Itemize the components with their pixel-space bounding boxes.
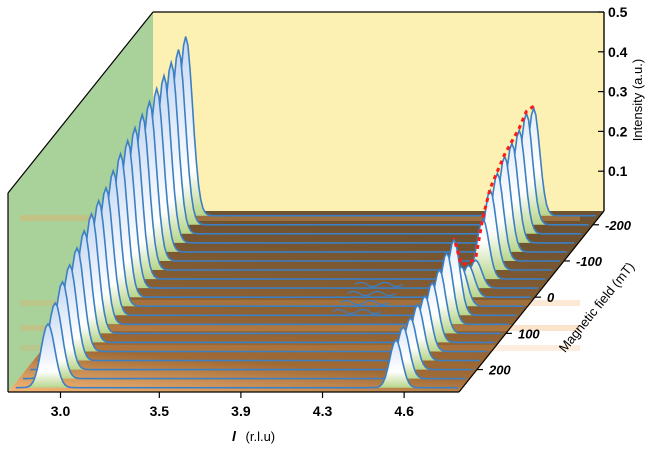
series-fill [131,75,575,243]
series-fill [59,214,502,334]
floor-band [20,325,580,331]
ripple-line [354,281,404,288]
series-fill [30,282,473,370]
series-line [15,322,459,389]
series-fill [117,101,560,261]
peak-trend-line [452,105,535,267]
series-fill [102,127,546,280]
series-fill [66,200,509,325]
series-fill [88,153,531,298]
l-axis: 3.0 3.5 3.9 4.3 4.6 [51,392,414,419]
series-fill [23,303,466,379]
floor-band [20,300,580,306]
ripple-line [339,299,389,306]
intensity-tick-label: 0.3 [608,84,628,100]
intensity-axis: 0.1 0.2 0.3 0.4 0.5 [598,4,628,211]
intensity-tick-label: 0.4 [608,44,628,60]
l-tick-label: 3.9 [231,403,251,419]
field-axis-label: Magnetic field (mT) [556,259,638,355]
center-ripples [332,281,404,315]
side-wall [8,12,153,392]
floor-bands [20,215,580,351]
series-fill [153,36,596,216]
series-fill [52,231,495,343]
series-fill [44,248,488,352]
series-fill [139,62,582,234]
l-axis-symbol: l [232,428,237,444]
back-wall [153,12,604,211]
l-axis-label: l (r.l.u) [232,428,275,444]
field-tick-label: 200 [488,363,511,378]
l-tick-label: 4.3 [313,403,333,419]
field-tick-label: 0 [547,290,555,305]
field-tick-label: 100 [518,326,540,341]
series-fill [110,114,553,270]
l-tick-label: 4.6 [394,403,414,419]
series-fill [37,265,480,361]
waterfall-curves [15,36,596,389]
intensity-axis-label: Intensity (a.u.) [630,59,645,141]
series-fill [146,49,589,225]
field-tick-label: -100 [576,254,603,269]
l-axis-unit: (r.l.u) [246,429,276,444]
intensity-tick-label: 0.1 [608,163,628,179]
ripple-line [347,290,396,297]
intensity-tick-label: 0.5 [608,4,628,20]
field-tick-label: -200 [605,218,632,233]
field-axis: -200 -100 0 100 200 [476,218,632,378]
series-fill [81,170,524,307]
floor-band [20,215,580,221]
ripple-line [332,309,382,315]
intensity-tick-label: 0.2 [608,123,628,139]
series-fill [95,140,538,289]
l-tick-label: 3.0 [51,403,71,419]
l-tick-label: 3.5 [150,403,170,419]
series-fill [124,88,567,252]
series-fill [73,187,517,316]
floor-band [20,345,580,351]
series-fill [15,324,459,388]
